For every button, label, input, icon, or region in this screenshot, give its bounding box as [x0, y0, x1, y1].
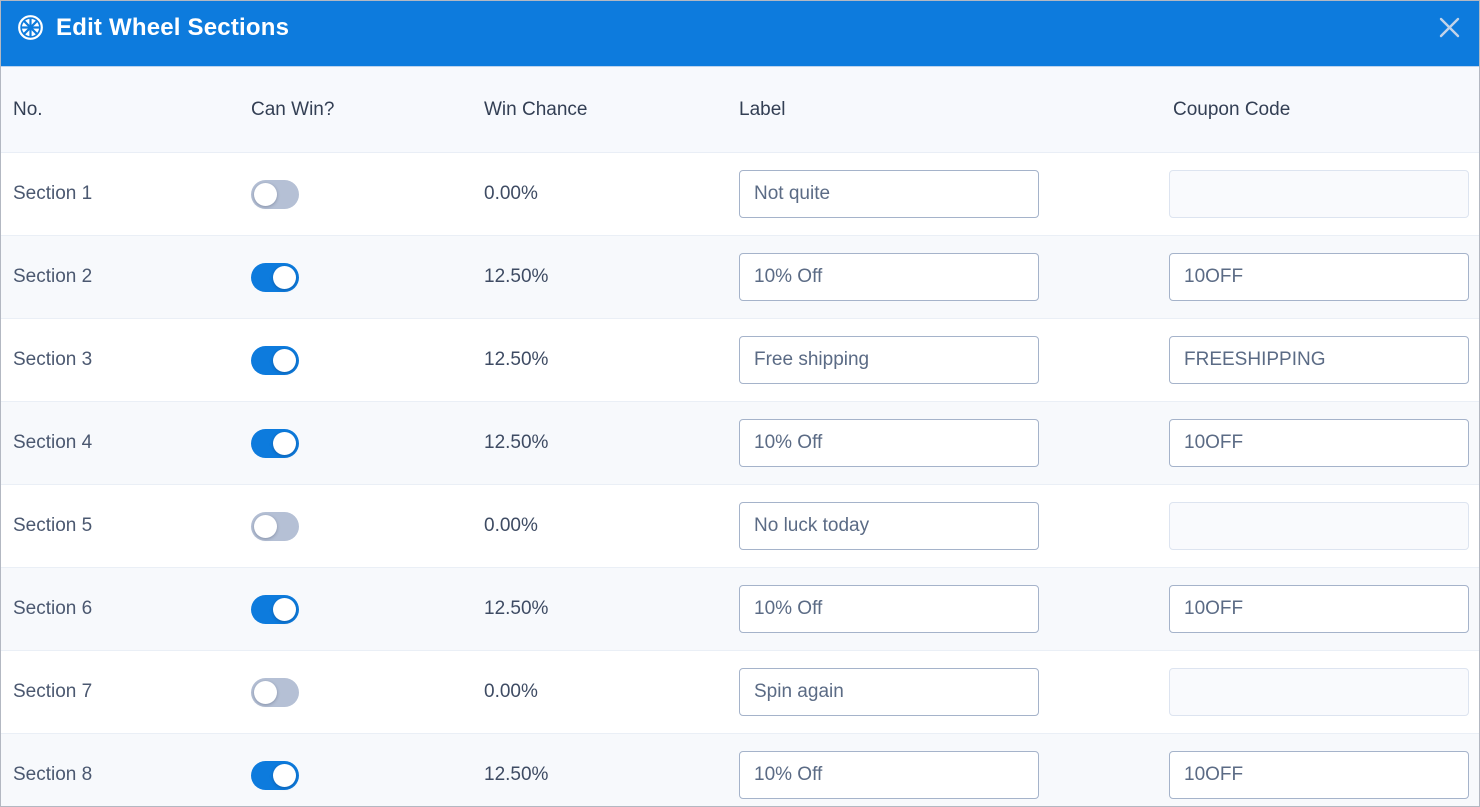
can-win-cell — [251, 428, 484, 458]
win-chance-value: 0.00% — [484, 515, 538, 536]
can-win-toggle[interactable] — [251, 345, 299, 375]
table-row: Section 7 0.00% — [1, 651, 1479, 734]
coupon-cell — [1169, 585, 1469, 633]
section-name: Section 8 — [13, 764, 93, 785]
section-name: Section 7 — [13, 681, 93, 702]
label-cell — [739, 585, 1169, 633]
coupon-input[interactable] — [1169, 419, 1469, 467]
coupon-input[interactable] — [1169, 585, 1469, 633]
win-chance-value: 12.50% — [484, 266, 549, 287]
can-win-toggle[interactable] — [251, 594, 299, 624]
can-win-toggle[interactable] — [251, 179, 299, 209]
column-header-no: No. — [13, 98, 43, 120]
close-button[interactable] — [1433, 12, 1465, 44]
can-win-toggle[interactable] — [251, 511, 299, 541]
label-input[interactable] — [739, 751, 1039, 799]
table-row: Section 5 0.00% — [1, 485, 1479, 568]
can-win-toggle[interactable] — [251, 262, 299, 292]
column-header-label: Label — [739, 98, 786, 120]
label-cell — [739, 253, 1169, 301]
section-name: Section 3 — [13, 349, 93, 370]
can-win-cell — [251, 345, 484, 375]
toggle-knob — [273, 348, 296, 372]
coupon-input[interactable] — [1169, 502, 1469, 550]
coupon-cell — [1169, 170, 1469, 218]
can-win-toggle[interactable] — [251, 428, 299, 458]
table-row: Section 2 12.50% — [1, 236, 1479, 319]
section-name: Section 6 — [13, 598, 93, 619]
can-win-toggle[interactable] — [251, 677, 299, 707]
label-input[interactable] — [739, 668, 1039, 716]
win-chance-value: 0.00% — [484, 183, 538, 204]
win-chance-value: 0.00% — [484, 681, 538, 702]
section-name: Section 5 — [13, 515, 93, 536]
table-header-row: No. Can Win? Win Chance Label Coupon Cod… — [1, 67, 1479, 153]
label-input[interactable] — [739, 336, 1039, 384]
can-win-cell — [251, 677, 484, 707]
label-input[interactable] — [739, 253, 1039, 301]
label-cell — [739, 336, 1169, 384]
toggle-knob — [273, 597, 296, 621]
wheel-icon — [18, 15, 43, 40]
can-win-cell — [251, 594, 484, 624]
win-chance-value: 12.50% — [484, 598, 549, 619]
win-chance-value: 12.50% — [484, 764, 549, 785]
dialog-titlebar: Edit Wheel Sections — [1, 1, 1479, 67]
label-input[interactable] — [739, 585, 1039, 633]
table-body: Section 1 0.00% Section 2 12.50% — [1, 153, 1479, 806]
label-cell — [739, 170, 1169, 218]
section-name: Section 1 — [13, 183, 93, 204]
can-win-cell — [251, 262, 484, 292]
toggle-knob — [273, 265, 296, 289]
coupon-cell — [1169, 502, 1469, 550]
table-row: Section 1 0.00% — [1, 153, 1479, 236]
table-row: Section 8 12.50% — [1, 734, 1479, 806]
win-chance-value: 12.50% — [484, 432, 549, 453]
can-win-cell — [251, 179, 484, 209]
close-icon — [1439, 17, 1459, 38]
toggle-knob — [254, 514, 277, 538]
table-row: Section 6 12.50% — [1, 568, 1479, 651]
label-cell — [739, 668, 1169, 716]
can-win-toggle[interactable] — [251, 760, 299, 790]
win-chance-value: 12.50% — [484, 349, 549, 370]
table-row: Section 4 12.50% — [1, 402, 1479, 485]
coupon-input[interactable] — [1169, 253, 1469, 301]
coupon-cell — [1169, 336, 1469, 384]
coupon-input[interactable] — [1169, 336, 1469, 384]
label-input[interactable] — [739, 419, 1039, 467]
toggle-knob — [273, 431, 296, 455]
coupon-input[interactable] — [1169, 668, 1469, 716]
column-header-can-win: Can Win? — [251, 98, 335, 120]
table-row: Section 3 12.50% — [1, 319, 1479, 402]
coupon-cell — [1169, 668, 1469, 716]
can-win-cell — [251, 760, 484, 790]
label-input[interactable] — [739, 502, 1039, 550]
label-cell — [739, 419, 1169, 467]
coupon-cell — [1169, 253, 1469, 301]
coupon-cell — [1169, 751, 1469, 799]
label-cell — [739, 502, 1169, 550]
can-win-cell — [251, 511, 484, 541]
coupon-input[interactable] — [1169, 751, 1469, 799]
section-name: Section 4 — [13, 432, 93, 453]
toggle-knob — [254, 182, 277, 206]
label-input[interactable] — [739, 170, 1039, 218]
section-name: Section 2 — [13, 266, 93, 287]
dialog-title: Edit Wheel Sections — [56, 13, 290, 41]
coupon-cell — [1169, 419, 1469, 467]
column-header-win-chance: Win Chance — [484, 98, 588, 120]
toggle-knob — [254, 680, 277, 704]
label-cell — [739, 751, 1169, 799]
column-header-coupon-code: Coupon Code — [1173, 98, 1291, 120]
coupon-input[interactable] — [1169, 170, 1469, 218]
toggle-knob — [273, 763, 296, 787]
